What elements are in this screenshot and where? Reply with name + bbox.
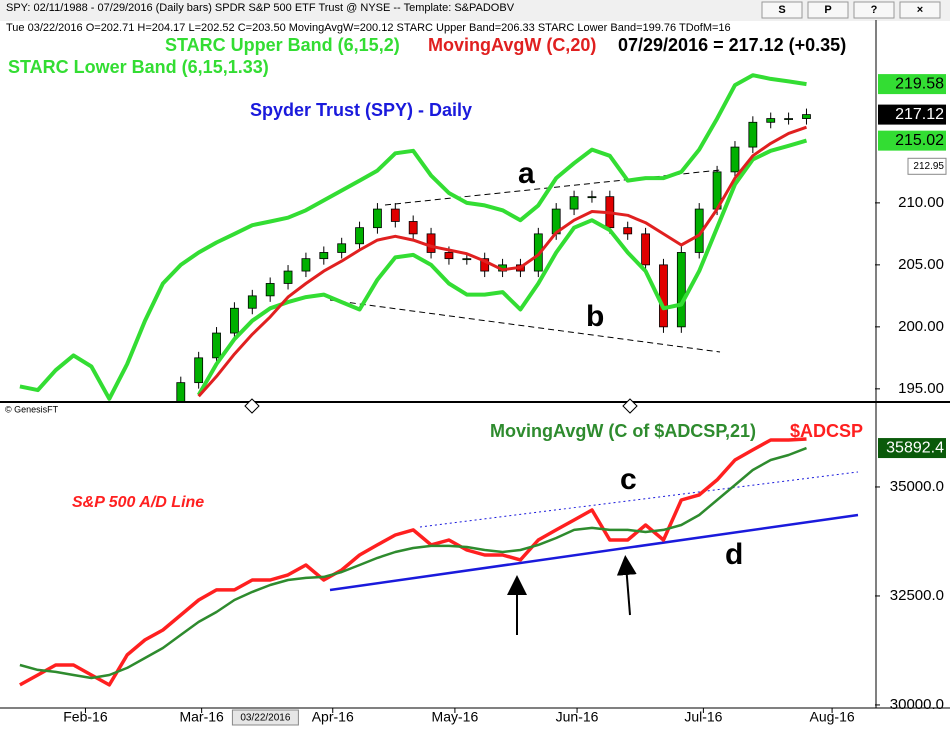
- arrow: [616, 555, 637, 616]
- plot: 195.00 200.00 205.00 210.00 219.58 217.12 215.…: [19, 73, 947, 726]
- candle: [766, 118, 776, 123]
- y-tick-label: 32500.0: [890, 587, 944, 604]
- series-line: [197, 125, 807, 398]
- candle: [301, 258, 311, 272]
- button[interactable]: [761, 1, 803, 19]
- candle: [748, 121, 758, 148]
- value-marker: [878, 74, 946, 95]
- trend-line-c: [419, 471, 859, 528]
- value-marker-label: 35892.4: [886, 439, 944, 456]
- series-line: [19, 437, 807, 687]
- candle: [319, 252, 329, 260]
- series-line: [19, 73, 807, 401]
- candle: [676, 252, 686, 328]
- candle: [462, 258, 472, 261]
- trend-line-d: [329, 513, 859, 592]
- candle: [784, 118, 793, 120]
- legend-ad-ma: MovingAvgW (C of $ADCSP,21): [490, 421, 756, 441]
- button[interactable]: [807, 1, 849, 19]
- annotation: a: [518, 157, 535, 190]
- panel-label: S&P 500 A/D Line: [72, 494, 204, 511]
- panel: [19, 437, 807, 687]
- candle: [355, 227, 364, 245]
- candle: [194, 357, 204, 384]
- y-tick-label: 195.00: [898, 380, 944, 397]
- copyright: © GenesisFT: [5, 404, 59, 414]
- crosshair-label: 03/22/2016: [240, 713, 290, 724]
- x-tick-label: Apr-16: [312, 709, 354, 725]
- title-bar: [0, 0, 950, 21]
- x-tick-label: May-16: [432, 709, 479, 725]
- candle: [569, 196, 579, 210]
- status-line: Tue 03/22/2016 O=202.71 H=204.17 L=202.5…: [6, 22, 731, 34]
- button-label[interactable]: ?: [871, 4, 878, 16]
- x-tick-label: Jul-16: [684, 709, 722, 725]
- y-tick-label: 200.00: [898, 318, 944, 335]
- candle: [587, 196, 597, 199]
- toolbar: S P? ×: [761, 1, 941, 19]
- value-marker-label: 217.12: [895, 106, 944, 123]
- button[interactable]: [853, 1, 895, 19]
- button-label[interactable]: ×: [917, 4, 923, 16]
- candle: [659, 264, 668, 328]
- value-marker: [907, 157, 947, 175]
- value-marker-label: 219.58: [895, 75, 944, 92]
- candle: [408, 221, 418, 235]
- button-label[interactable]: P: [824, 4, 831, 16]
- candle: [265, 283, 275, 297]
- y-tick-label: 30000.0: [890, 696, 944, 713]
- candle: [533, 233, 543, 272]
- value-marker: [878, 104, 946, 125]
- candle: [247, 295, 257, 309]
- event-marker: [244, 398, 638, 414]
- y-tick-label: 210.00: [898, 194, 944, 211]
- annotation: c: [620, 463, 637, 496]
- value-marker-label: 212.95: [913, 161, 944, 172]
- legend-upper: STARC Upper Band (6,15,2): [165, 35, 400, 55]
- y-tick-label: 35000.0: [890, 478, 944, 495]
- candle: [623, 227, 633, 235]
- annotation: b: [586, 300, 604, 333]
- x-tick-label: Feb-16: [63, 709, 108, 725]
- panel: [19, 73, 811, 401]
- crosshair-box: [231, 709, 299, 726]
- candle: [230, 307, 239, 334]
- candle: [480, 258, 490, 272]
- annotation: d: [725, 538, 743, 571]
- candle: [373, 208, 382, 229]
- value-marker: [878, 438, 946, 459]
- chart-title: Spyder Trust (SPY) - Daily: [250, 100, 472, 120]
- candle: [641, 233, 650, 266]
- series-line: [196, 138, 808, 396]
- window-title: SPY: 02/11/1988 - 07/29/2016 (Daily bars…: [6, 2, 515, 14]
- candle: [444, 252, 454, 260]
- legend-ad: $ADCSP: [790, 421, 863, 441]
- candle: [212, 332, 221, 359]
- button[interactable]: [899, 1, 941, 19]
- candle: [730, 146, 740, 173]
- candle: [337, 243, 347, 253]
- value-marker-label: 215.02: [895, 132, 944, 149]
- value-marker: [878, 130, 946, 151]
- candle: [426, 233, 436, 253]
- series-line: [19, 446, 807, 680]
- candle: [802, 114, 811, 119]
- candle: [176, 382, 186, 401]
- candle: [283, 270, 293, 284]
- trend-line-b: [329, 299, 721, 353]
- candle: [390, 208, 400, 222]
- x-tick-label: Jun-16: [556, 709, 599, 725]
- legend-last: 07/29/2016 = 217.12 (+0.35): [618, 35, 846, 55]
- legend-ma: MovingAvgW (C,20): [428, 35, 596, 55]
- x-tick-label: Aug-16: [810, 709, 855, 725]
- x-tick-label: Mar-16: [179, 709, 224, 725]
- legend-lower: STARC Lower Band (6,15,1.33): [8, 57, 269, 77]
- button-label[interactable]: S: [778, 4, 785, 16]
- y-tick-label: 205.00: [898, 256, 944, 273]
